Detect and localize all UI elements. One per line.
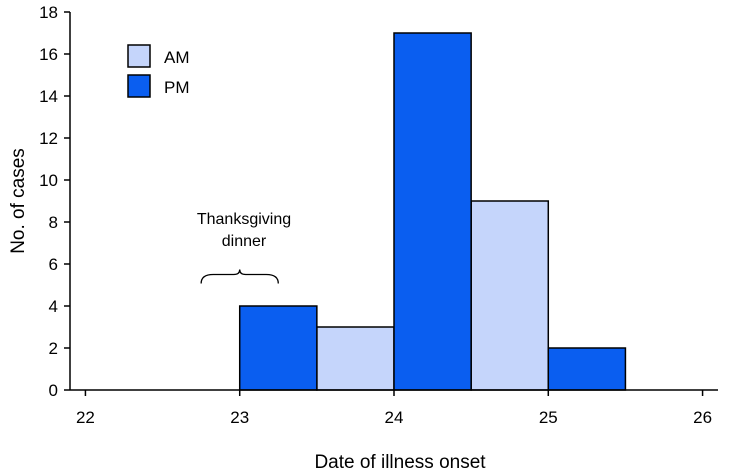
bar-pm-24	[393, 32, 472, 391]
bar-pm-23	[238, 305, 318, 391]
x-tick-label: 26	[693, 408, 712, 427]
bar-am-24.5	[470, 200, 550, 391]
y-axis-label: No. of cases	[8, 148, 29, 254]
bar-am-23.5	[316, 326, 395, 391]
bar-pm-25	[547, 347, 627, 391]
x-tick-label: 24	[385, 408, 404, 427]
annotation-text-line1: Thanksgiving	[197, 211, 291, 228]
y-tick-label: 14	[39, 87, 58, 106]
x-tick-label: 25	[539, 408, 558, 427]
y-tick-label: 2	[49, 339, 58, 358]
y-tick-label: 16	[39, 45, 58, 64]
y-tick-label: 0	[49, 381, 58, 400]
y-tick-label: 4	[49, 297, 58, 316]
annotation-brace	[200, 269, 279, 284]
x-axis-label: Date of illness onset	[314, 452, 486, 473]
annotation: Thanksgiving dinner	[197, 211, 291, 284]
legend-swatch-pm	[127, 74, 151, 98]
legend-swatch-am	[127, 44, 151, 68]
y-tick-label: 18	[39, 3, 58, 22]
y-tick-label: 12	[39, 129, 58, 148]
x-tick-label: 23	[230, 408, 249, 427]
legend-label-am: AM	[164, 48, 190, 67]
bars-layer	[238, 32, 627, 391]
y-tick-label: 6	[49, 255, 58, 274]
legend-label-pm: PM	[164, 78, 190, 97]
y-tick-label: 8	[49, 213, 58, 232]
y-ticks: 0 2 4 6 8 10 12 14 16 18	[39, 3, 70, 400]
y-tick-label: 10	[39, 171, 58, 190]
x-tick-label: 22	[76, 408, 95, 427]
legend: AM PM	[127, 44, 190, 98]
x-ticks: 22 23 24 25 26	[76, 390, 712, 427]
annotation-text-line2: dinner	[222, 233, 267, 250]
